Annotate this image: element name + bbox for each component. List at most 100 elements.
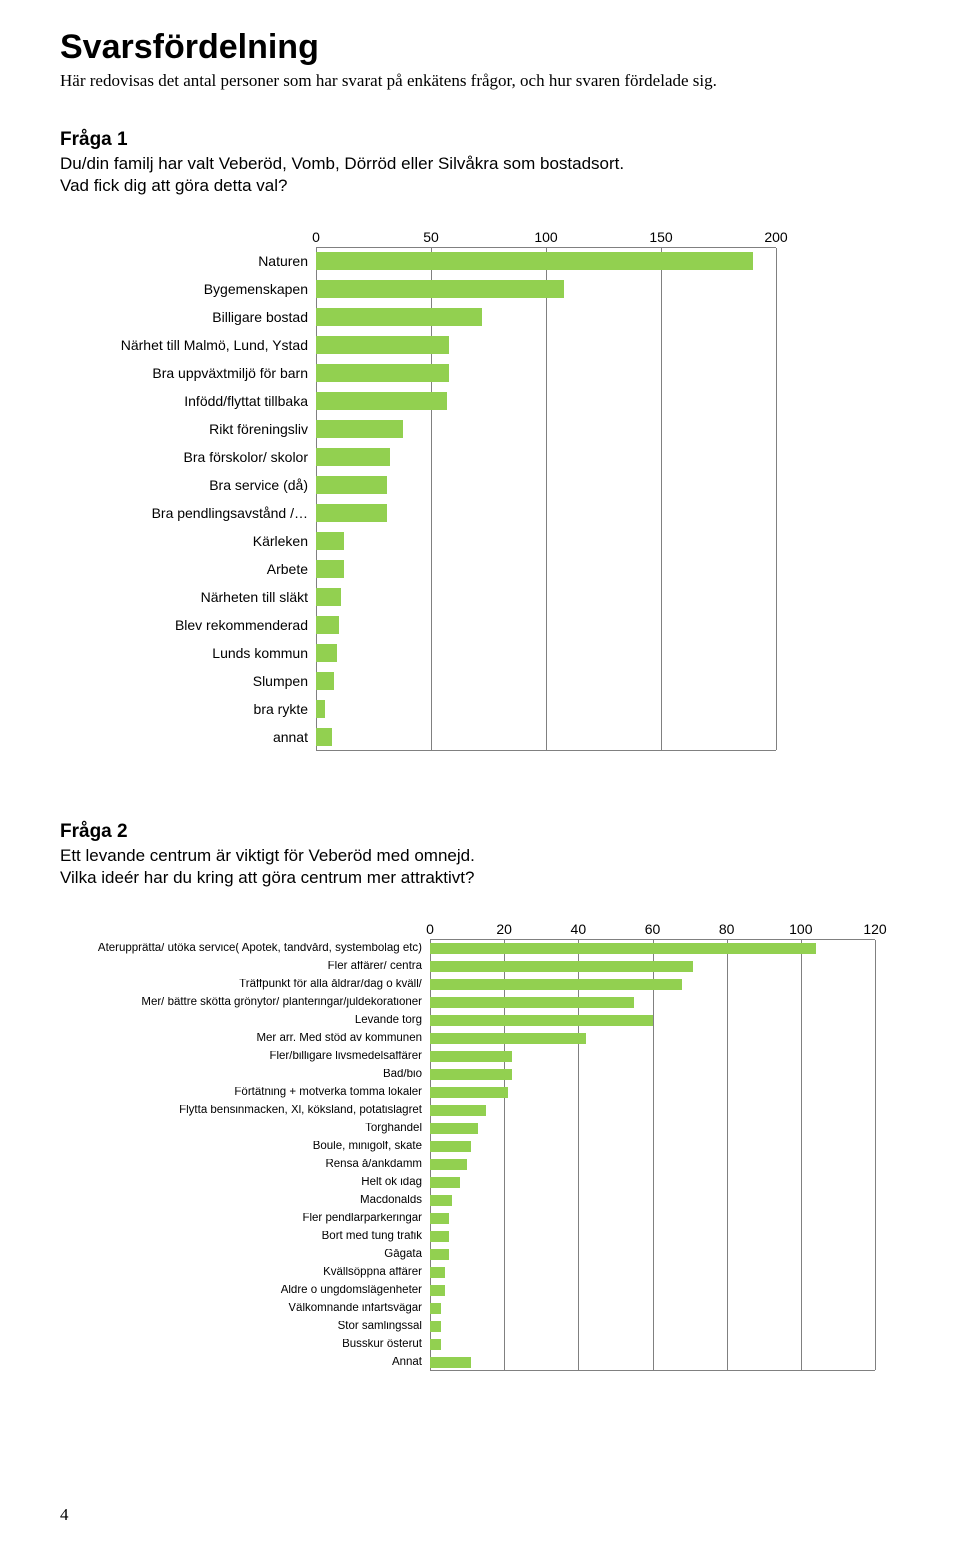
bar-label: Bort med tung trafik <box>60 1231 430 1243</box>
bar-label: Bra uppväxtmiljö för barn <box>60 365 316 381</box>
bar-area <box>316 303 776 331</box>
question-1-line2: Vad fick dig att göra detta val? <box>60 176 287 195</box>
bar-area <box>430 1155 875 1173</box>
bar <box>430 1159 467 1171</box>
chart-row: Förtätning + motverka tomma lokaler <box>60 1083 900 1101</box>
bar-area <box>316 667 776 695</box>
bar-area <box>430 1245 875 1263</box>
bar <box>430 1141 471 1153</box>
bar-label: Billigare bostad <box>60 309 316 325</box>
bar-area <box>430 1137 875 1155</box>
bar-area <box>430 1083 875 1101</box>
bar-area <box>430 1263 875 1281</box>
chart-axis: 020406080100120 <box>430 917 875 939</box>
bar <box>430 1015 653 1027</box>
bar-area <box>316 527 776 555</box>
chart-row: bra rykte <box>60 695 900 723</box>
bar-area <box>316 275 776 303</box>
bar-label: Rensa å/ankdamm <box>60 1159 430 1171</box>
bar-label: Mer arr. Med stöd av kommunen <box>60 1033 430 1045</box>
chart-row: Träffpunkt för alla åldrar/dag o kväll/ <box>60 975 900 993</box>
axis-tick-label: 0 <box>426 921 434 937</box>
bar-area <box>316 723 776 751</box>
bar <box>430 1285 445 1297</box>
bar <box>430 1321 441 1333</box>
chart-row: Bra pendlingsavstånd /… <box>60 499 900 527</box>
bar-area <box>430 957 875 975</box>
chart-row: Helt ok idag <box>60 1173 900 1191</box>
chart-row: Fler affärer/ centra <box>60 957 900 975</box>
bar <box>316 728 332 746</box>
page-number: 4 <box>60 1505 69 1525</box>
bar-area <box>430 1029 875 1047</box>
bar <box>430 1249 449 1261</box>
axis-tick-label: 50 <box>423 229 439 245</box>
bar-label: Arbete <box>60 561 316 577</box>
bar-label: Gågata <box>60 1249 430 1261</box>
bar-area <box>430 1173 875 1191</box>
bar-label: Fler/billigare livsmedelsaffärer <box>60 1051 430 1063</box>
bar-label: Kvällsöppna affärer <box>60 1267 430 1279</box>
chart-row: Bra service (då) <box>60 471 900 499</box>
bar <box>316 700 325 718</box>
page-title: Svarsfördelning <box>60 28 900 67</box>
bar <box>430 1339 441 1351</box>
bar-area <box>430 1065 875 1083</box>
chart-row: Naturen <box>60 247 900 275</box>
chart-row: annat <box>60 723 900 751</box>
chart-row: Slumpen <box>60 667 900 695</box>
bar-label: Bra pendlingsavstånd /… <box>60 505 316 521</box>
bar-area <box>316 415 776 443</box>
bar-area <box>430 1353 875 1371</box>
bar-label: Kärleken <box>60 533 316 549</box>
bar-label: Slumpen <box>60 673 316 689</box>
bar <box>430 961 693 973</box>
bar-area <box>430 1191 875 1209</box>
bar <box>316 644 337 662</box>
bar-area <box>430 1011 875 1029</box>
bar-label: Äldre o ungdomslägenheter <box>60 1285 430 1297</box>
axis-tick-label: 200 <box>764 229 787 245</box>
chart-row: Bra uppväxtmiljö för barn <box>60 359 900 387</box>
chart-row: Annat <box>60 1353 900 1371</box>
bar-area <box>430 1281 875 1299</box>
axis-tick-label: 100 <box>534 229 557 245</box>
bar-area <box>430 1209 875 1227</box>
bar-label: Närheten till släkt <box>60 589 316 605</box>
bar-label: Fler affärer/ centra <box>60 961 430 973</box>
bar-label: Levande torg <box>60 1015 430 1027</box>
bar-area <box>316 331 776 359</box>
bar <box>430 1069 512 1081</box>
bar-label: annat <box>60 729 316 745</box>
bar <box>430 1105 486 1117</box>
bar-label: Välkomnande infartsvägar <box>60 1303 430 1315</box>
bar <box>430 979 682 991</box>
bar-area <box>316 471 776 499</box>
question-1-heading: Fråga 1 <box>60 129 900 151</box>
bar <box>430 1267 445 1279</box>
page-subtitle: Här redovisas det antal personer som har… <box>60 71 900 91</box>
bar <box>316 588 341 606</box>
bar-label: Bra service (då) <box>60 477 316 493</box>
chart-row: Bygemenskapen <box>60 275 900 303</box>
chart-row: Fler pendlarparkeringar <box>60 1209 900 1227</box>
question-1: Fråga 1 Du/din familj har valt Veberöd, … <box>60 129 900 751</box>
chart-row: Mer arr. Med stöd av kommunen <box>60 1029 900 1047</box>
bar-label: Helt ok idag <box>60 1177 430 1189</box>
bar-label: Boule, minigolf, skate <box>60 1141 430 1153</box>
chart-row: Lunds kommun <box>60 639 900 667</box>
bar-label: Fler pendlarparkeringar <box>60 1213 430 1225</box>
chart-row: Gågata <box>60 1245 900 1263</box>
bar-label: Mer/ bättre skötta grönytor/ planteringa… <box>60 997 430 1009</box>
bar-area <box>316 359 776 387</box>
chart-row: Närheten till släkt <box>60 583 900 611</box>
bar <box>430 997 634 1009</box>
bar <box>316 392 447 410</box>
chart-row: Blev rekommenderad <box>60 611 900 639</box>
chart-row: Torghandel <box>60 1119 900 1137</box>
chart-row: Äldre o ungdomslägenheter <box>60 1281 900 1299</box>
bar-label: bra rykte <box>60 701 316 717</box>
bar-label: Stor samlingssal <box>60 1321 430 1333</box>
axis-tick-label: 120 <box>863 921 886 937</box>
question-2: Fråga 2 Ett levande centrum är viktigt f… <box>60 821 900 1371</box>
